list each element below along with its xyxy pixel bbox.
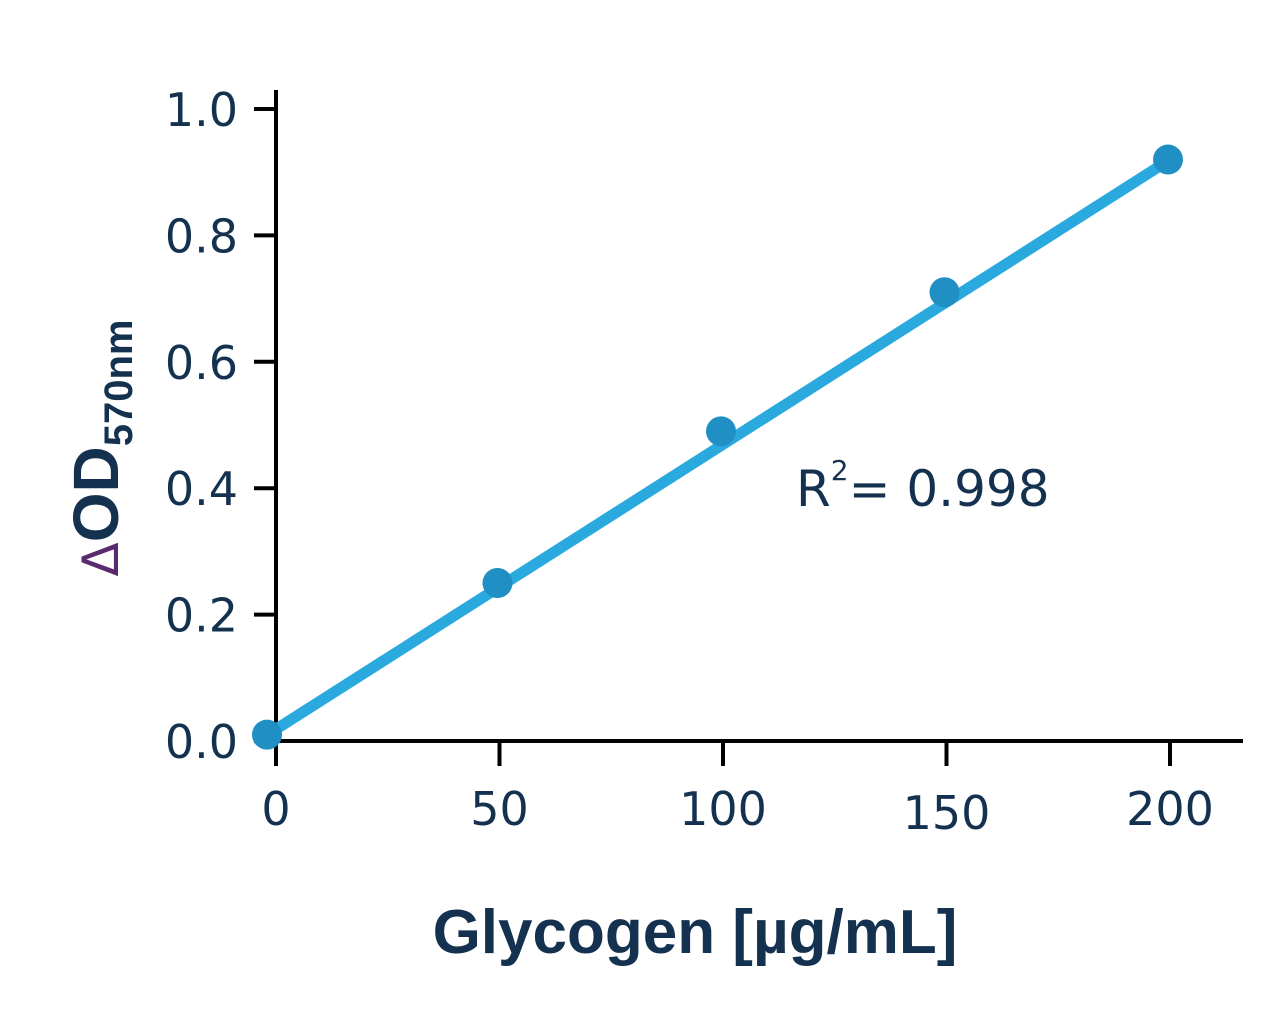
- x-tick-label: 0: [261, 782, 290, 836]
- data-point-marker: [929, 277, 960, 308]
- data-point-marker: [706, 416, 736, 447]
- r-squared-annotation: R2= 0.998: [796, 454, 1050, 518]
- y-tick-label: 0.4: [165, 462, 238, 516]
- y-tick-label: 0.2: [165, 589, 238, 643]
- x-ticks: 0 50 100 150 200: [261, 741, 1214, 840]
- y-tick-label: 0.6: [165, 336, 238, 390]
- y-tick-label: 0.8: [165, 209, 238, 263]
- data-point-marker: [1153, 144, 1183, 175]
- y-ticks: 0.0 0.2 0.4 0.6 0.8 1.0: [165, 83, 276, 769]
- y-axis-label: ΔOD570nm: [60, 320, 141, 577]
- svg-text:ΔOD570nm: ΔOD570nm: [60, 320, 141, 577]
- x-tick-label: 200: [1126, 782, 1214, 836]
- data-point-marker: [482, 568, 513, 598]
- y-tick-label: 1.0: [165, 83, 238, 137]
- delta-icon: Δ: [72, 542, 130, 576]
- x-axis-label: Glycogen [µg/mL]: [433, 898, 958, 967]
- y-tick-label: 0.0: [165, 715, 238, 769]
- x-tick-label: 150: [903, 786, 991, 840]
- x-tick-label: 50: [470, 782, 529, 836]
- data-point-marker: [252, 719, 282, 750]
- data-points: [252, 144, 1183, 750]
- x-tick-label: 100: [679, 782, 767, 836]
